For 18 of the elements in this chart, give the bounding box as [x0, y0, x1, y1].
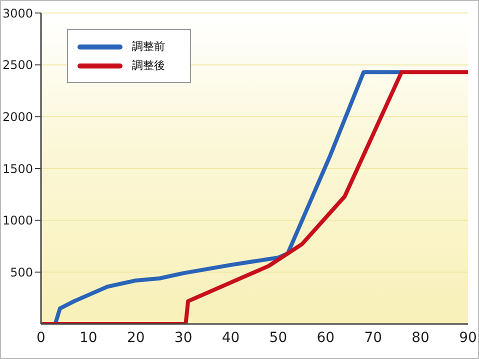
legend-label: 調整後	[132, 58, 165, 73]
x-tick-label: 10	[80, 330, 98, 346]
x-tick-label: 70	[364, 330, 382, 346]
x-tick-label: 90	[459, 330, 477, 346]
x-tick-label: 50	[269, 330, 288, 346]
x-tick-label: 60	[316, 330, 335, 346]
y-tick-label: 2000	[2, 110, 33, 124]
x-tick-label: 20	[126, 330, 145, 346]
y-tick-label: 3000	[2, 6, 33, 20]
x-tick-label: 80	[412, 330, 430, 346]
y-tick-label: 500	[10, 265, 33, 280]
y-tick-label: 1500	[2, 162, 33, 176]
x-tick-label: 40	[222, 330, 240, 346]
legend-label: 調整前	[132, 39, 165, 54]
y-tick-label: 1000	[2, 214, 33, 228]
x-tick-label: 30	[174, 330, 192, 346]
x-tick-label: 0	[36, 330, 46, 346]
y-tick-label: 2500	[2, 58, 33, 72]
